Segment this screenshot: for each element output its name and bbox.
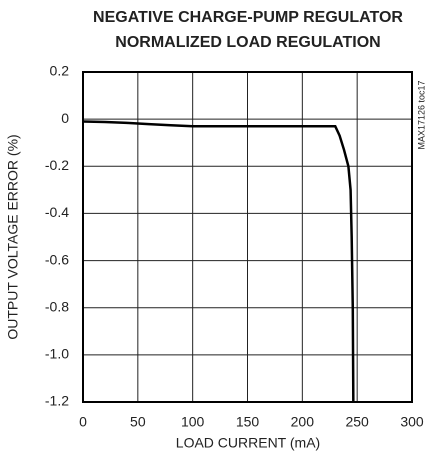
annotation: MAX17126 toc17	[416, 80, 426, 149]
y-tick-label: 0.2	[50, 63, 70, 79]
data-line	[82, 120, 355, 403]
x-axis-label: LOAD CURRENT (mA)	[176, 435, 320, 451]
y-tick-label: -0.4	[45, 204, 69, 220]
y-tick-label: 0	[61, 110, 69, 126]
x-tick-label: 100	[181, 414, 205, 430]
x-tick-label: 250	[345, 414, 369, 430]
x-tick-label: 200	[291, 414, 315, 430]
x-tick-label: 150	[236, 414, 260, 430]
y-axis-label: OUTPUT VOLTAGE ERROR (%)	[5, 134, 21, 339]
y-tick-label: -0.6	[45, 251, 69, 267]
y-tick-label: -1.2	[45, 393, 69, 409]
x-tick-label: 0	[79, 414, 87, 430]
y-tick-label: -0.2	[45, 157, 69, 173]
y-tick-label: -1.0	[45, 346, 69, 362]
plot-frame	[82, 71, 413, 403]
x-tick-label: 50	[130, 414, 146, 430]
chart-title: NEGATIVE CHARGE-PUMP REGULATOR	[93, 9, 403, 26]
chart-subtitle: NORMALIZED LOAD REGULATION	[115, 34, 380, 51]
y-tick-label: -0.8	[45, 298, 69, 314]
x-tick-label: 300	[400, 414, 424, 430]
